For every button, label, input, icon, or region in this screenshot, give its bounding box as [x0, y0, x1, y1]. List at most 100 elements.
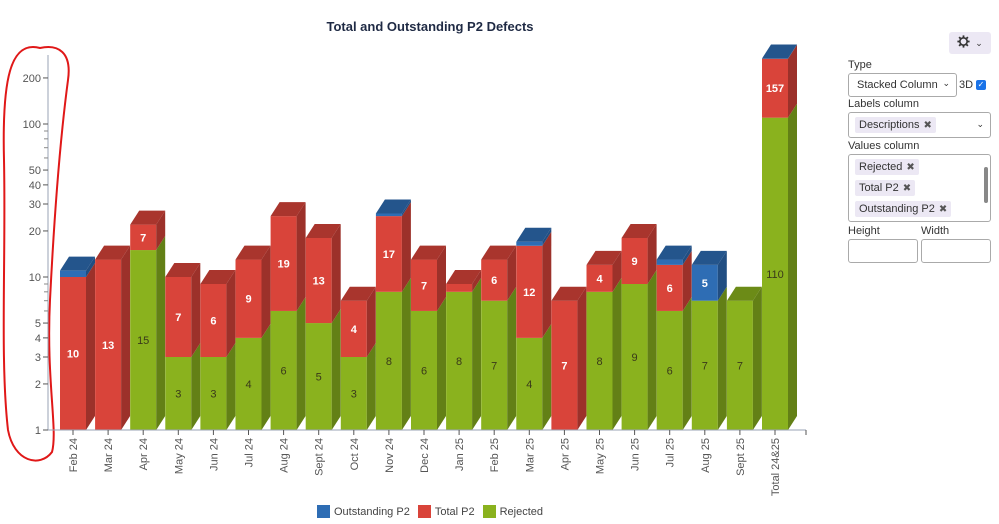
chip-total-p2: Total P2 ✖	[855, 180, 916, 196]
data-label: 7	[491, 360, 497, 372]
three-d-label: 3D	[959, 79, 974, 91]
bar-segment	[130, 224, 157, 251]
bar-segment-side	[612, 250, 622, 292]
bar-stack: 8	[446, 270, 482, 430]
x-tick-label: Aug 24	[279, 438, 291, 473]
bar-segment	[165, 277, 192, 358]
values-column-label: Values column	[848, 140, 920, 152]
remove-icon[interactable]: ✖	[902, 183, 912, 194]
y-tick-label: 30	[29, 199, 41, 211]
data-label: 7	[421, 280, 427, 292]
data-label: 6	[421, 365, 427, 377]
bar-segment	[165, 357, 192, 430]
legend-swatch	[316, 505, 330, 518]
type-select-value: Stacked Column	[857, 79, 938, 91]
data-label: 8	[596, 356, 602, 368]
data-label: 7	[702, 360, 708, 372]
chip-label: Rejected	[859, 161, 903, 173]
bar-segment	[691, 300, 718, 430]
bar-segment	[762, 117, 788, 430]
bar-segment	[726, 300, 753, 430]
bar-segment-top	[656, 245, 692, 260]
bar-segment-side	[752, 286, 762, 430]
data-label: 6	[491, 275, 497, 287]
bar-segment-side	[472, 270, 482, 292]
bar-segment	[516, 337, 543, 430]
bar-segment-side	[401, 199, 411, 217]
bar-segment-side	[261, 245, 271, 338]
bar-segment	[270, 310, 297, 430]
legend-swatch	[417, 505, 431, 518]
x-tick-label: May 24	[173, 438, 185, 474]
scrollbar-thumb[interactable]	[984, 167, 988, 203]
x-tick-label: Jul 25	[665, 438, 677, 467]
bar-segment	[586, 264, 613, 292]
bar-segment-top	[375, 199, 411, 214]
chevron-down-icon: ⌄	[976, 119, 984, 129]
bar-segment-side	[717, 250, 727, 301]
bar-segment-top	[586, 250, 622, 265]
legend-item-total[interactable]: Total P2	[417, 505, 475, 518]
data-label: 7	[175, 312, 181, 324]
bar-segment-side	[612, 277, 622, 430]
bar-segment	[200, 357, 227, 430]
bar-segment-side	[296, 296, 306, 430]
data-label: 4	[596, 273, 603, 285]
height-input[interactable]	[848, 239, 918, 263]
data-label: 12	[523, 287, 535, 299]
bar-segment-top	[621, 223, 657, 238]
bar-segment-side	[191, 263, 201, 358]
labels-column-select[interactable]: Descriptions ✖ ⌄	[848, 112, 991, 138]
width-input[interactable]	[921, 239, 991, 263]
bar-segment	[516, 241, 543, 246]
chip-rejected: Rejected ✖	[855, 159, 919, 175]
bar-stack: 36	[200, 270, 236, 430]
legend-item-outstanding[interactable]: Outstanding P2	[316, 505, 410, 518]
bar-segment	[235, 337, 262, 430]
bar-stack: 49	[235, 245, 271, 430]
chip-label: Descriptions	[859, 119, 920, 131]
remove-icon[interactable]: ✖	[906, 162, 915, 173]
bar-segment	[621, 237, 648, 285]
bar-segment-side	[437, 245, 446, 311]
bar-segment-top	[95, 245, 131, 260]
y-tick-label: 50	[29, 165, 41, 177]
bar-segment-top	[481, 245, 517, 260]
bar-segment-side	[577, 286, 587, 430]
data-label: 10	[67, 349, 79, 361]
labels-column-label: Labels column	[848, 98, 919, 110]
y-tick-label: 4	[35, 333, 41, 345]
bar-stack: 84	[586, 250, 622, 430]
x-tick-label: Mar 25	[524, 438, 536, 472]
annotation-circle	[2, 46, 70, 462]
bar-segment-side	[261, 323, 271, 430]
remove-icon[interactable]: ✖	[938, 204, 948, 215]
bar-segment-side	[788, 103, 797, 430]
data-label: 19	[277, 259, 289, 271]
data-label: 7	[737, 360, 743, 372]
bar-stack: 37	[165, 263, 201, 430]
data-label: 4	[526, 379, 532, 391]
bar-segment-side	[682, 250, 692, 311]
data-label: 110	[766, 269, 784, 281]
x-tick-label: Jan 25	[454, 438, 466, 471]
remove-icon[interactable]: ✖	[923, 120, 932, 131]
bar-segment-side	[86, 263, 95, 430]
type-label: Type	[848, 59, 872, 71]
type-select[interactable]: Stacked Column ⌄	[848, 73, 957, 97]
data-label: 9	[632, 352, 638, 364]
bar-segment	[411, 259, 437, 311]
bar-segment-side	[542, 323, 552, 430]
data-label: 5	[702, 278, 708, 290]
x-tick-label: May 25	[595, 438, 607, 474]
three-d-checkbox[interactable]: ✓	[976, 80, 986, 90]
chevron-down-icon: ⌄	[942, 78, 950, 88]
x-tick-label: Apr 25	[559, 438, 571, 470]
bar-segment	[305, 323, 332, 430]
settings-menu-button[interactable]: ⌄	[949, 32, 991, 54]
data-label: 6	[210, 316, 216, 328]
bar-stack: 7	[551, 286, 587, 430]
legend-item-rejected[interactable]: Rejected	[482, 505, 543, 518]
values-column-multiselect[interactable]: Rejected ✖ Total P2 ✖ Outstanding P2 ✖	[848, 154, 991, 222]
